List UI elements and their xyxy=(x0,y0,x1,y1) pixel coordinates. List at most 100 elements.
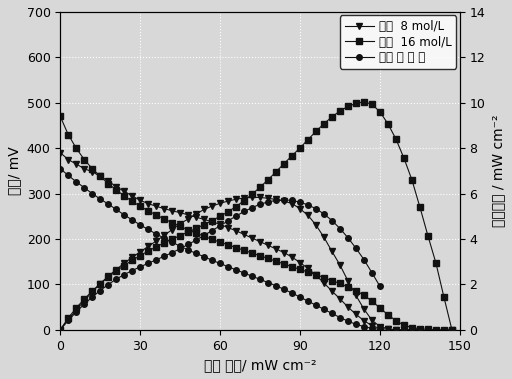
气态  16 mol/L xyxy=(425,327,431,332)
液体  8 mol/L xyxy=(393,327,399,332)
气态 纯 甲 醇 xyxy=(257,277,263,282)
气态  16 mol/L xyxy=(433,327,439,332)
气态 纯 甲 醇 xyxy=(225,265,231,269)
液体  8 mol/L xyxy=(113,185,119,189)
气态 纯 甲 醇 xyxy=(137,222,143,227)
气态  16 mol/L xyxy=(233,245,239,250)
气态  16 mol/L xyxy=(153,213,159,217)
Legend: 液体  8 mol/L, 气态  16 mol/L, 气态 纯 甲 醇: 液体 8 mol/L, 气态 16 mol/L, 气态 纯 甲 醇 xyxy=(340,16,456,69)
液体  8 mol/L xyxy=(329,289,335,293)
气态  16 mol/L xyxy=(225,243,231,247)
液体  8 mol/L xyxy=(417,327,423,332)
气态 纯 甲 醇 xyxy=(233,268,239,272)
气态  16 mol/L xyxy=(449,327,455,332)
气态  16 mol/L xyxy=(417,327,423,331)
液体  8 mol/L xyxy=(105,179,111,183)
X-axis label: 电流 密度/ mW cm⁻²: 电流 密度/ mW cm⁻² xyxy=(204,358,316,372)
液体  8 mol/L xyxy=(249,236,255,240)
气态  16 mol/L xyxy=(289,265,295,269)
液体  8 mol/L xyxy=(297,260,303,265)
气态  16 mol/L xyxy=(377,306,383,310)
气态  16 mol/L xyxy=(337,281,343,286)
气态 纯 甲 醇 xyxy=(113,207,119,212)
气态  16 mol/L xyxy=(81,157,87,162)
液体  8 mol/L xyxy=(401,327,407,332)
气态 纯 甲 醇 xyxy=(89,191,95,196)
气态 纯 甲 醇 xyxy=(193,251,199,256)
气态 纯 甲 醇 xyxy=(353,322,359,327)
液体  8 mol/L xyxy=(153,204,159,208)
气态 纯 甲 醇 xyxy=(145,227,151,232)
液体  8 mol/L xyxy=(73,162,79,166)
液体  8 mol/L xyxy=(97,174,103,179)
Line: 气态 纯 甲 醇: 气态 纯 甲 醇 xyxy=(57,166,383,332)
气态 纯 甲 醇 xyxy=(241,271,247,275)
液体  8 mol/L xyxy=(81,166,87,171)
液体  8 mol/L xyxy=(233,229,239,233)
液体  8 mol/L xyxy=(289,255,295,259)
气态 纯 甲 醇 xyxy=(185,247,191,252)
气态 纯 甲 醇 xyxy=(377,327,383,332)
液体  8 mol/L xyxy=(225,226,231,230)
液体  8 mol/L xyxy=(89,169,95,174)
液体  8 mol/L xyxy=(129,194,135,198)
液体  8 mol/L xyxy=(321,281,327,285)
液体  8 mol/L xyxy=(257,240,263,244)
气态  16 mol/L xyxy=(105,181,111,186)
液体  8 mol/L xyxy=(193,215,199,219)
气态  16 mol/L xyxy=(345,285,351,290)
气态 纯 甲 醇 xyxy=(105,202,111,206)
气态  16 mol/L xyxy=(281,262,287,266)
气态  16 mol/L xyxy=(193,231,199,235)
液体  8 mol/L xyxy=(265,243,271,247)
气态 纯 甲 醇 xyxy=(209,258,215,263)
气态  16 mol/L xyxy=(129,199,135,204)
气态  16 mol/L xyxy=(265,256,271,261)
液体  8 mol/L xyxy=(65,157,71,162)
气态 纯 甲 醇 xyxy=(345,319,351,323)
气态 纯 甲 醇 xyxy=(177,244,183,249)
液体  8 mol/L xyxy=(385,327,391,332)
液体  8 mol/L xyxy=(337,297,343,301)
液体  8 mol/L xyxy=(161,206,167,211)
气态  16 mol/L xyxy=(257,254,263,258)
气态 纯 甲 醇 xyxy=(129,218,135,222)
气态  16 mol/L xyxy=(273,259,279,263)
液体  8 mol/L xyxy=(217,222,223,227)
气态 纯 甲 醇 xyxy=(281,287,287,292)
气态 纯 甲 醇 xyxy=(313,303,319,307)
Y-axis label: 电压/ mV: 电压/ mV xyxy=(7,147,21,195)
Line: 气态  16 mol/L: 气态 16 mol/L xyxy=(57,114,455,332)
Line: 液体  8 mol/L: 液体 8 mol/L xyxy=(57,150,423,332)
气态  16 mol/L xyxy=(57,114,63,119)
气态 纯 甲 醇 xyxy=(153,232,159,236)
液体  8 mol/L xyxy=(369,323,375,328)
气态  16 mol/L xyxy=(353,288,359,293)
气态  16 mol/L xyxy=(97,174,103,179)
气态 纯 甲 醇 xyxy=(305,299,311,304)
液体  8 mol/L xyxy=(169,208,175,213)
气态  16 mol/L xyxy=(393,318,399,323)
气态  16 mol/L xyxy=(241,248,247,252)
气态  16 mol/L xyxy=(65,132,71,137)
气态  16 mol/L xyxy=(385,313,391,317)
气态 纯 甲 醇 xyxy=(201,254,207,259)
液体  8 mol/L xyxy=(241,232,247,237)
液体  8 mol/L xyxy=(353,312,359,316)
液体  8 mol/L xyxy=(305,266,311,271)
液体  8 mol/L xyxy=(121,189,127,194)
气态  16 mol/L xyxy=(217,240,223,244)
气态 纯 甲 醇 xyxy=(337,315,343,320)
液体  8 mol/L xyxy=(377,326,383,331)
气态 纯 甲 醇 xyxy=(73,180,79,184)
气态  16 mol/L xyxy=(409,325,415,330)
气态 纯 甲 醇 xyxy=(217,261,223,266)
气态  16 mol/L xyxy=(401,323,407,327)
气态 纯 甲 醇 xyxy=(121,213,127,217)
气态  16 mol/L xyxy=(73,146,79,150)
气态 纯 甲 醇 xyxy=(329,311,335,316)
气态  16 mol/L xyxy=(169,220,175,225)
气态 纯 甲 醇 xyxy=(265,280,271,285)
气态  16 mol/L xyxy=(441,327,447,332)
气态  16 mol/L xyxy=(249,251,255,255)
